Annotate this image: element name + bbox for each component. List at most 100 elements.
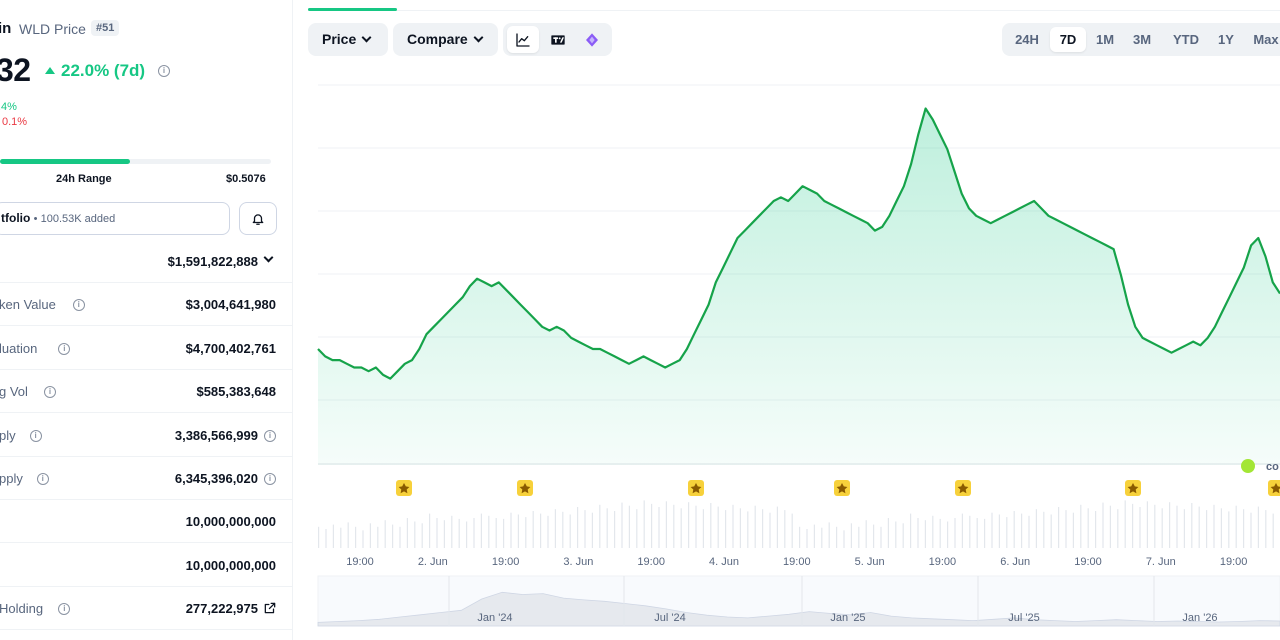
current-price: 32 — [0, 52, 31, 88]
info-icon[interactable]: i — [58, 603, 71, 616]
volume-bar — [947, 521, 949, 548]
volume-bar — [1272, 513, 1274, 548]
event-marker-icon[interactable] — [955, 480, 971, 496]
stat-row: luation i $4,700,402,761 — [0, 327, 292, 370]
volume-bar — [606, 508, 608, 548]
volume-bar — [710, 503, 712, 548]
range-24h-high: $0.5076 — [226, 173, 266, 185]
price-line — [317, 107, 1280, 380]
volume-bar — [436, 518, 438, 548]
sub-change-down: 0.1% — [2, 116, 28, 128]
volume-bar — [1139, 507, 1141, 548]
volume-bar — [621, 502, 623, 548]
volume-bar — [895, 521, 897, 548]
volume-bar — [503, 518, 505, 548]
volume-bar — [628, 505, 630, 548]
event-marker-icon[interactable] — [834, 480, 850, 496]
range-1y-button[interactable]: 1Y — [1218, 32, 1234, 47]
volume-bar — [421, 523, 423, 548]
info-icon[interactable]: i — [264, 473, 276, 485]
volume-bar — [1169, 502, 1171, 548]
range-24h-bar — [0, 159, 271, 164]
volume-bar — [325, 529, 327, 548]
volume-bar — [1072, 512, 1074, 548]
price-alert-button[interactable] — [239, 202, 277, 235]
volume-bar — [1013, 511, 1015, 548]
range-ytd-button[interactable]: YTD — [1173, 32, 1199, 47]
event-marker-icon[interactable] — [396, 480, 412, 496]
volume-bar — [858, 526, 860, 548]
external-link-icon[interactable] — [263, 601, 277, 615]
range-24h-button[interactable]: 24H — [1015, 32, 1039, 47]
stat-value: 10,000,000,000 — [185, 557, 276, 573]
volume-bar — [480, 513, 482, 548]
compare-dropdown-button[interactable]: Compare — [393, 23, 498, 56]
stat-value: $3,004,641,980 — [185, 297, 276, 313]
price-dropdown-label: Price — [322, 31, 357, 47]
event-marker-icon[interactable] — [517, 480, 533, 496]
volume-bar — [517, 514, 519, 548]
volume-bar — [1050, 514, 1052, 548]
stat-label: ply — [0, 427, 16, 443]
info-icon[interactable]: i — [264, 429, 276, 442]
depth-chart-button[interactable] — [576, 26, 608, 53]
volume-bar — [954, 518, 956, 548]
tab-divider — [308, 10, 1280, 11]
info-icon[interactable]: i — [44, 386, 56, 399]
caret-up-icon — [45, 67, 55, 74]
volume-bar — [1191, 503, 1193, 548]
range-1m-button[interactable]: 1M — [1095, 32, 1115, 47]
volume-bar — [1183, 509, 1185, 548]
line-chart-icon — [516, 32, 530, 47]
tradingview-button[interactable] — [542, 26, 574, 53]
navigator-tick-label: Jan '24 — [477, 612, 512, 624]
info-icon[interactable]: i — [36, 473, 49, 485]
info-icon[interactable]: i — [158, 65, 170, 77]
sub-change-up: .4% — [0, 101, 17, 113]
volume-bar — [1043, 511, 1045, 548]
volume-bar — [362, 530, 364, 548]
chevron-down-icon[interactable] — [263, 252, 274, 263]
navigator-tick-label: Jul '25 — [1008, 612, 1039, 624]
volume-bar — [776, 506, 778, 548]
volume-bar — [554, 509, 556, 548]
volume-bar — [695, 505, 697, 548]
volume-bar — [976, 518, 978, 548]
add-to-portfolio-button[interactable]: tfolio • 100.53K added — [0, 202, 230, 235]
x-axis-tick-label: 19:00 — [1074, 556, 1102, 568]
range-24h-fill — [0, 159, 131, 164]
volume-bar — [1161, 508, 1163, 548]
volume-bar — [984, 518, 986, 548]
volume-bar — [910, 513, 912, 548]
line-chart-button[interactable] — [507, 26, 539, 53]
compare-dropdown-label: Compare — [407, 31, 468, 47]
event-marker-icon[interactable] — [688, 480, 704, 496]
volume-bar — [991, 512, 993, 548]
stat-value: 277,222,975 — [185, 601, 258, 617]
volume-bar — [510, 512, 512, 548]
price-chart-svg[interactable]: 19:00 2. Jun 19:00 3. Jun 19:00 4. Jun 19:00 5.… — [308, 60, 1280, 640]
volume-bar — [665, 501, 667, 548]
event-marker-icon[interactable] — [1125, 480, 1141, 496]
info-icon[interactable]: i — [58, 342, 71, 355]
volume-bar — [369, 523, 371, 548]
range-7d-button[interactable]: 7D — [1050, 27, 1086, 52]
volume-bar — [732, 504, 734, 548]
volume-bar — [392, 524, 394, 548]
stat-value: $1,591,822,888 — [167, 254, 258, 269]
range-max-button[interactable]: Max — [1253, 32, 1279, 47]
info-icon[interactable]: i — [29, 429, 42, 442]
info-icon[interactable]: i — [72, 299, 85, 312]
volume-bar — [1065, 510, 1067, 548]
range-3m-button[interactable]: 3M — [1132, 32, 1152, 47]
price-chart[interactable]: 19:00 2. Jun 19:00 3. Jun 19:00 4. Jun 19:00 5.… — [308, 60, 1280, 640]
volume-bar — [784, 510, 786, 548]
event-marker-icon[interactable] — [1268, 480, 1280, 496]
coin-name: in — [0, 20, 12, 37]
volume-bar — [850, 523, 852, 548]
volume-bar — [754, 505, 756, 548]
price-dropdown-button[interactable]: Price — [308, 23, 388, 56]
coin-info-panel: in WLD Price #51 32 22.0% (7d) i .4% 0.1… — [0, 0, 292, 640]
volume-bar — [1035, 509, 1037, 548]
time-range-selector: 24H 7D 1M 3M YTD 1Y Max — [1002, 23, 1280, 56]
